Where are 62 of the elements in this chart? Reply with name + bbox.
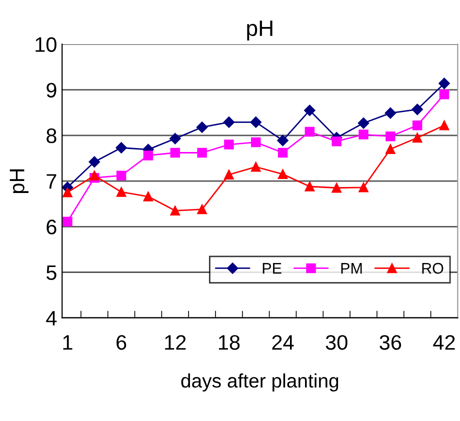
point <box>439 90 450 100</box>
point <box>88 156 100 168</box>
x-tick-label: 18 <box>218 335 240 350</box>
legend-label: PE <box>262 263 282 274</box>
point <box>438 78 450 90</box>
y-tick-label: 4 <box>46 311 57 326</box>
point <box>278 148 288 158</box>
point <box>412 132 422 143</box>
point <box>62 188 72 198</box>
point <box>386 131 396 142</box>
y-tick-label: 8 <box>46 128 56 144</box>
point <box>224 140 234 150</box>
x-tick-label: 42 <box>433 335 455 350</box>
point <box>412 104 423 116</box>
point <box>304 104 316 116</box>
x-tick-label: 6 <box>116 335 126 350</box>
point <box>251 137 261 148</box>
point <box>304 182 315 192</box>
point <box>251 162 261 172</box>
legend-label: PM <box>341 263 362 274</box>
point <box>170 206 180 216</box>
point <box>197 148 207 158</box>
point <box>386 144 396 154</box>
y-axis-title: pH <box>10 169 29 193</box>
point <box>304 126 315 137</box>
point <box>196 122 208 133</box>
y-tick-label: 5 <box>46 265 56 280</box>
point <box>358 182 368 192</box>
y-tick-label: 9 <box>46 82 56 98</box>
y-tick-label: 7 <box>46 174 56 189</box>
point <box>90 170 100 180</box>
x-tick-label: 12 <box>165 335 186 350</box>
point <box>439 120 450 130</box>
point <box>250 116 262 128</box>
point <box>412 120 422 130</box>
point <box>277 134 288 146</box>
point <box>170 148 180 158</box>
point <box>170 133 181 144</box>
point <box>358 130 368 140</box>
chart-title: pH <box>247 20 272 40</box>
x-tick-label: 24 <box>272 335 294 350</box>
point <box>143 192 154 202</box>
legend-label: RO <box>422 262 444 274</box>
x-axis-title: days after planting <box>181 373 338 392</box>
y-tick-label: 6 <box>46 220 56 234</box>
x-tick-label: 1 <box>63 335 72 350</box>
y-tick-label: 10 <box>36 37 56 52</box>
x-tick-label: 30 <box>326 335 348 350</box>
point <box>197 204 207 214</box>
point <box>384 107 396 119</box>
point <box>143 150 154 160</box>
point <box>116 187 126 197</box>
point <box>116 142 127 154</box>
x-tick-label: 36 <box>380 335 402 350</box>
point <box>116 170 126 180</box>
point <box>358 118 370 129</box>
point <box>224 170 234 180</box>
point <box>332 183 342 193</box>
point <box>332 136 342 146</box>
point <box>278 169 288 180</box>
point <box>62 216 72 226</box>
point <box>223 116 235 128</box>
